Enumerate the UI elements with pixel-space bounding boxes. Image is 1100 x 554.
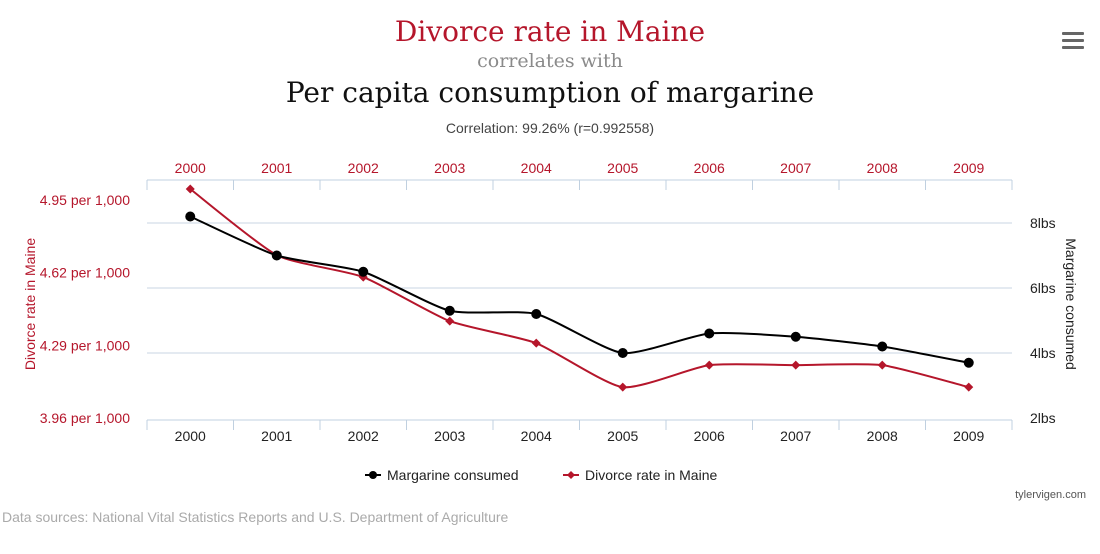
data-point-margarine[interactable] — [617, 348, 628, 358]
left-axis-tick-label: 4.95 per 1,000 — [40, 192, 131, 208]
data-point-divorce[interactable] — [185, 184, 195, 194]
top-axis-tick-label: 2003 — [434, 160, 465, 176]
x-axis-tick-label: 2004 — [521, 428, 552, 444]
hamburger-menu-icon[interactable] — [1062, 32, 1084, 50]
legend-label-divorce: Divorce rate in Maine — [585, 467, 717, 483]
x-axis-tick-label: 2009 — [953, 428, 984, 444]
legend-marker-margarine[interactable] — [369, 471, 377, 479]
left-axis-tick-label: 4.29 per 1,000 — [40, 337, 131, 353]
data-point-margarine[interactable] — [963, 357, 974, 368]
data-point-divorce[interactable] — [618, 382, 628, 392]
top-axis-tick-label: 2006 — [694, 160, 725, 176]
data-sources: Data sources: National Vital Statistics … — [2, 509, 509, 525]
left-axis-tick-label: 3.96 per 1,000 — [40, 410, 131, 426]
left-axis-tick-label: 4.62 per 1,000 — [40, 265, 131, 281]
top-axis-tick-label: 2001 — [261, 160, 292, 176]
right-axis-tick-label: 4lbs — [1030, 345, 1056, 361]
data-point-divorce[interactable] — [704, 360, 714, 370]
data-point-divorce[interactable] — [877, 360, 887, 370]
series-line-divorce — [189, 188, 969, 389]
data-point-margarine[interactable] — [704, 328, 715, 339]
top-axis-tick-label: 2004 — [521, 160, 552, 176]
right-axis-tick-label: 8lbs — [1030, 215, 1056, 231]
right-axis-tick-label: 2lbs — [1030, 410, 1056, 426]
data-point-divorce[interactable] — [531, 338, 541, 348]
x-axis-tick-label: 2005 — [607, 428, 638, 444]
top-axis-tick-label: 2002 — [348, 160, 379, 176]
series-line-margarine — [189, 215, 969, 364]
top-axis-tick-label: 2000 — [175, 160, 206, 176]
data-point-margarine[interactable] — [444, 305, 455, 316]
data-point-divorce[interactable] — [964, 382, 974, 392]
left-axis-title: Divorce rate in Maine — [22, 238, 38, 370]
top-axis-tick-label: 2005 — [607, 160, 638, 176]
legend-label-margarine: Margarine consumed — [387, 467, 519, 483]
x-axis-tick-label: 2008 — [867, 428, 898, 444]
x-axis-tick-label: 2007 — [780, 428, 811, 444]
data-point-margarine[interactable] — [271, 250, 282, 261]
data-point-margarine[interactable] — [790, 331, 801, 342]
correlation-text: Correlation: 99.26% (r=0.992558) — [445, 120, 655, 136]
chart-title: Divorce rate in Maine — [394, 15, 706, 48]
credit-link[interactable]: tylervigen.com — [1015, 489, 1086, 501]
x-axis-tick-label: 2006 — [694, 428, 725, 444]
x-axis-tick-label: 2001 — [261, 428, 292, 444]
legend-marker-divorce[interactable] — [567, 471, 575, 479]
chart-subtitle-connector: correlates with — [477, 50, 623, 72]
data-point-divorce[interactable] — [445, 316, 455, 326]
data-point-divorce[interactable] — [791, 360, 801, 370]
top-axis-tick-label: 2007 — [780, 160, 811, 176]
data-point-margarine[interactable] — [531, 309, 542, 319]
top-axis-tick-label: 2009 — [953, 160, 984, 176]
top-axis-tick-label: 2008 — [867, 160, 898, 176]
chart-title-secondary: Per capita consumption of margarine — [285, 76, 815, 109]
right-axis-tick-label: 6lbs — [1030, 280, 1056, 296]
x-axis-tick-label: 2003 — [434, 428, 465, 444]
right-axis-title: Margarine consumed — [1063, 238, 1079, 370]
x-axis-tick-label: 2002 — [348, 428, 379, 444]
x-axis-tick-label: 2000 — [175, 428, 206, 444]
data-point-margarine[interactable] — [358, 266, 369, 277]
data-point-margarine[interactable] — [877, 341, 888, 352]
data-point-margarine[interactable] — [185, 211, 196, 222]
